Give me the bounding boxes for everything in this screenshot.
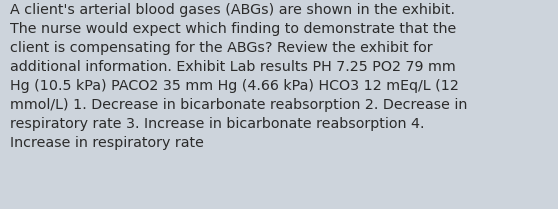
- Text: A client's arterial blood gases (ABGs) are shown in the exhibit.
The nurse would: A client's arterial blood gases (ABGs) a…: [10, 3, 468, 150]
